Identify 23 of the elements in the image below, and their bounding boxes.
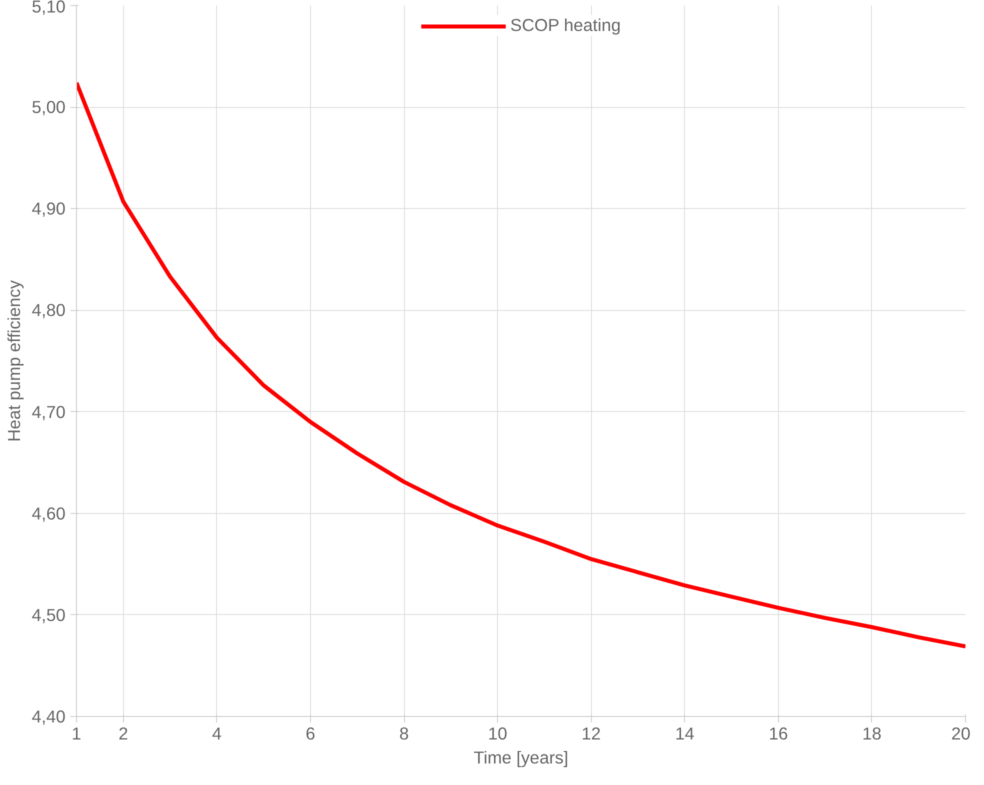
legend-label: SCOP heating [510, 15, 621, 36]
x-tick-label: 1 [72, 724, 82, 744]
y-tick-label: 4,90 [32, 198, 66, 219]
x-tick-label: 4 [212, 724, 222, 744]
y-tick-label: 4,50 [32, 604, 66, 625]
x-tick-label: 6 [306, 724, 316, 744]
y-tick-label: 5,10 [32, 0, 66, 16]
x-tick-label: 2 [118, 724, 128, 744]
x-tick-label: 10 [488, 724, 508, 744]
y-axis-title: Heat pump efficiency [4, 280, 24, 442]
y-tick-label: 5,00 [32, 97, 66, 118]
line-series [76, 80, 966, 648]
x-tick-label: 8 [399, 724, 409, 744]
x-tick-label: 20 [951, 724, 971, 744]
x-tick-label: 14 [675, 724, 695, 744]
y-tick-label: 4,70 [32, 402, 66, 422]
x-tick-label: 18 [862, 724, 882, 744]
x-axis-title: Time [years] [474, 748, 568, 768]
x-tick-label: 12 [582, 724, 601, 744]
x-tick-label: 16 [768, 724, 788, 744]
y-tick-label: 4,60 [32, 503, 66, 524]
y-tick-label: 4,80 [32, 300, 66, 320]
y-tick-label: 4,40 [32, 706, 66, 726]
